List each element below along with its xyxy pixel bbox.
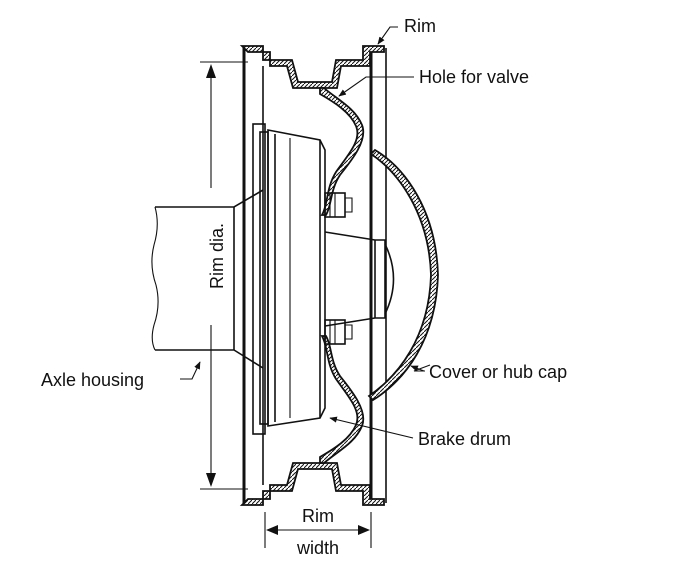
rim-dia-dimension [200,61,248,490]
label-rim-dia: Rim dia. [207,223,227,289]
label-axle-housing: Axle housing [41,370,144,390]
label-hole-for-valve: Hole for valve [419,67,529,87]
rim-width-dimension [264,512,372,548]
rim [239,45,387,506]
hub-cap [367,148,439,402]
leader-lines [180,26,431,439]
wheel-disc [319,87,365,464]
label-rim-width-line2: width [296,538,339,558]
hub [324,192,395,345]
label-cover-or-hub-cap: Cover or hub cap [429,362,567,382]
label-brake-drum: Brake drum [418,429,511,449]
label-rim-width-line1: Rim [302,506,334,526]
label-rim: Rim [404,16,436,36]
brake-drum [252,123,326,435]
